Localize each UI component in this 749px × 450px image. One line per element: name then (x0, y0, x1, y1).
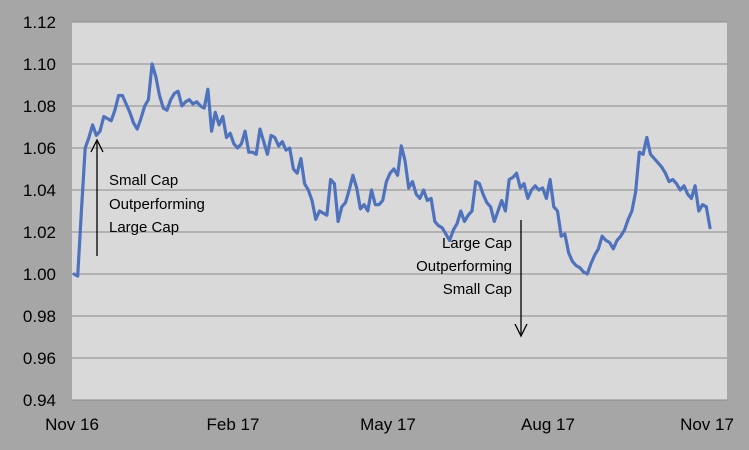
annotation-large-cap-line-3: Small Cap (443, 281, 512, 298)
series-line (72, 62, 712, 278)
arrow-up-head (90, 138, 104, 153)
annotation-large-cap: Large Cap Outperforming Small Cap (416, 220, 528, 338)
y-axis-tick-labels: 0.94 0.96 0.98 1.00 1.02 1.04 1.06 1.08 1.10 1.12 (23, 13, 56, 410)
x-tick-label: Nov 16 (45, 415, 99, 434)
y-tick-label: 1.08 (23, 97, 56, 116)
y-tick-label: 0.98 (23, 307, 56, 326)
annotation-small-cap-line-3: Large Cap (109, 219, 179, 236)
y-tick-label: 1.06 (23, 139, 56, 158)
x-tick-label: Feb 17 (207, 415, 260, 434)
annotation-small-cap-line-2: Outperforming (109, 196, 205, 213)
y-tick-label: 0.94 (23, 391, 56, 410)
x-tick-label: Aug 17 (521, 415, 575, 434)
annotation-small-cap: Small Cap Outperforming Large Cap (90, 138, 205, 256)
arrow-down-head (514, 323, 528, 338)
x-axis-tick-labels: Nov 16 Feb 17 May 17 Aug 17 Nov 17 (45, 415, 734, 434)
x-tick-label: Nov 17 (680, 415, 734, 434)
annotation-small-cap-line-1: Small Cap (109, 172, 178, 189)
annotation-large-cap-line-1: Large Cap (442, 235, 512, 252)
y-tick-label: 0.96 (23, 349, 56, 368)
y-tick-label: 1.02 (23, 223, 56, 242)
y-tick-label: 1.10 (23, 55, 56, 74)
y-tick-label: 1.04 (23, 181, 56, 200)
annotation-large-cap-line-2: Outperforming (416, 258, 512, 275)
x-tick-label: May 17 (360, 415, 416, 434)
y-tick-label: 1.12 (23, 13, 56, 32)
y-tick-label: 1.00 (23, 265, 56, 284)
plot-area (72, 22, 727, 400)
